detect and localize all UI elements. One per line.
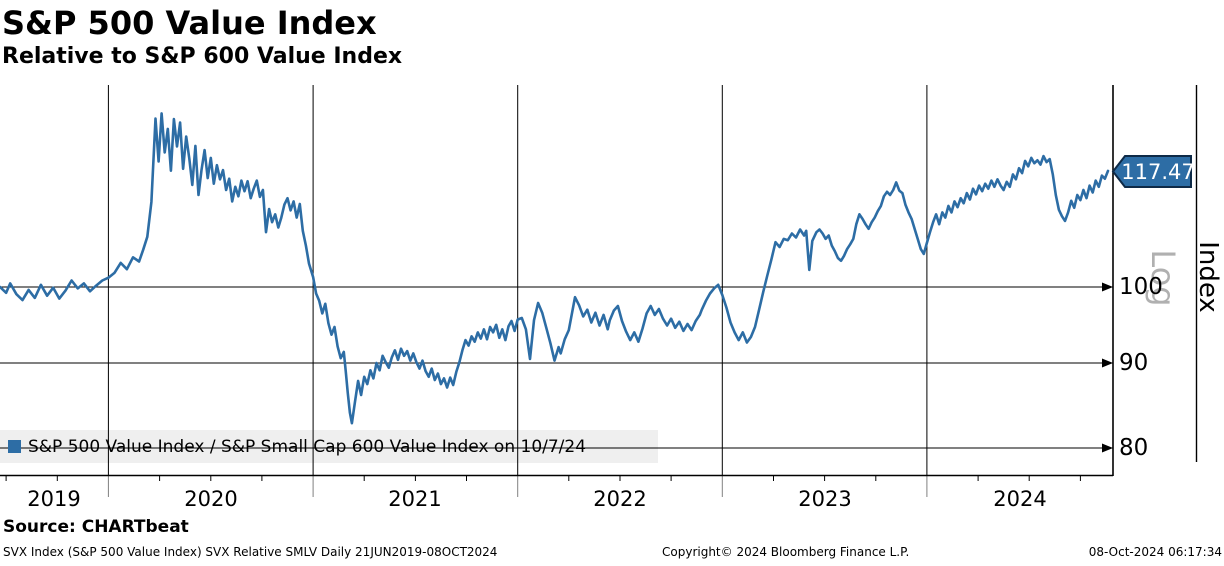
tick-arrow-icon [1102,358,1113,368]
x-tick-label: 2021 [388,487,442,511]
x-tick-label: 2019 [27,487,81,511]
source-line: Source: CHARTbeat [3,517,189,537]
x-tick-label: 2024 [993,487,1047,511]
y-tick-label: 80 [1119,435,1149,461]
last-value-tag-shape [1111,155,1192,188]
last-value-tag-text: 117.47 [1121,160,1194,184]
data-line [0,112,1110,425]
legend: S&P 500 Value Index / S&P Small Cap 600 … [8,430,586,463]
x-tick-label: 2022 [593,487,647,511]
tick-arrow-icon [1102,443,1113,453]
last-value-tag: 117.47 [1111,155,1195,188]
tick-arrow-icon [1102,282,1113,292]
gridlines [0,85,1113,497]
legend-label: S&P 500 Value Index / S&P Small Cap 600 … [28,436,587,457]
footer-copyright: Copyright© 2024 Bloomberg Finance L.P. [662,545,910,559]
footer-ticker-info: SVX Index (S&P 500 Value Index) SVX Rela… [3,545,498,559]
page-title: S&P 500 Value Index [2,4,377,42]
y-tick-label: 90 [1119,350,1149,376]
legend-background [0,430,658,463]
page-subtitle: Relative to S&P 600 Value Index [2,44,403,69]
series-path [0,112,1110,425]
axes [0,85,1198,477]
footer-timestamp: 08-Oct-2024 06:17:34 [1088,545,1222,559]
y-axis-label: Index [1193,241,1223,313]
axis-ticks [5,282,1113,481]
x-tick-label: 2023 [798,487,852,511]
legend-marker-icon [8,440,21,453]
y-tick-label: 100 [1119,274,1163,300]
x-tick-label: 2020 [184,487,238,511]
